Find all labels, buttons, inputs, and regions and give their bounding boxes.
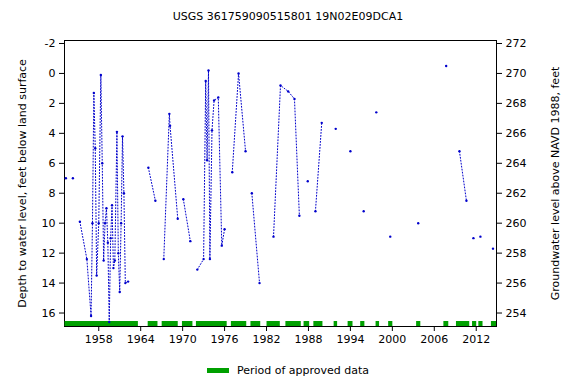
svg-text:2000: 2000 bbox=[378, 333, 406, 346]
svg-text:266: 266 bbox=[506, 127, 527, 140]
svg-text:254: 254 bbox=[506, 307, 527, 320]
svg-text:1976: 1976 bbox=[211, 333, 239, 346]
svg-text:4: 4 bbox=[49, 127, 56, 140]
svg-text:260: 260 bbox=[506, 217, 527, 230]
svg-text:270: 270 bbox=[506, 67, 527, 80]
svg-text:6: 6 bbox=[49, 157, 56, 170]
svg-text:1970: 1970 bbox=[169, 333, 197, 346]
svg-text:16: 16 bbox=[42, 307, 56, 320]
svg-text:256: 256 bbox=[506, 277, 527, 290]
svg-text:0: 0 bbox=[49, 67, 56, 80]
svg-text:262: 262 bbox=[506, 187, 527, 200]
svg-text:268: 268 bbox=[506, 97, 527, 110]
svg-text:10: 10 bbox=[42, 217, 56, 230]
html-text:USGS 361759090515801 19N02E09D: USGS 361759090515801 19N02E09DCA1 bbox=[172, 10, 404, 23]
svg-text:1988: 1988 bbox=[294, 333, 322, 346]
svg-text:2: 2 bbox=[49, 97, 56, 110]
svg-text:1964: 1964 bbox=[127, 333, 155, 346]
svg-text:Groundwater level above NAVD 1: Groundwater level above NAVD 1988, feet bbox=[549, 66, 562, 300]
svg-text:12: 12 bbox=[42, 247, 56, 260]
svg-text:258: 258 bbox=[506, 247, 527, 260]
svg-text:1982: 1982 bbox=[253, 333, 281, 346]
svg-text:Depth to water level, feet bel: Depth to water level, feet below land su… bbox=[16, 59, 29, 308]
svg-text:-2: -2 bbox=[45, 37, 56, 50]
svg-text:1958: 1958 bbox=[85, 333, 113, 346]
svg-text:1994: 1994 bbox=[336, 333, 364, 346]
svg-text:2006: 2006 bbox=[420, 333, 448, 346]
svg-text:264: 264 bbox=[506, 157, 527, 170]
svg-text:14: 14 bbox=[42, 277, 56, 290]
svg-text:8: 8 bbox=[49, 187, 56, 200]
svg-text:2012: 2012 bbox=[462, 333, 490, 346]
svg-text:272: 272 bbox=[506, 37, 527, 50]
html-text:Period of approved data: Period of approved data bbox=[236, 363, 370, 377]
